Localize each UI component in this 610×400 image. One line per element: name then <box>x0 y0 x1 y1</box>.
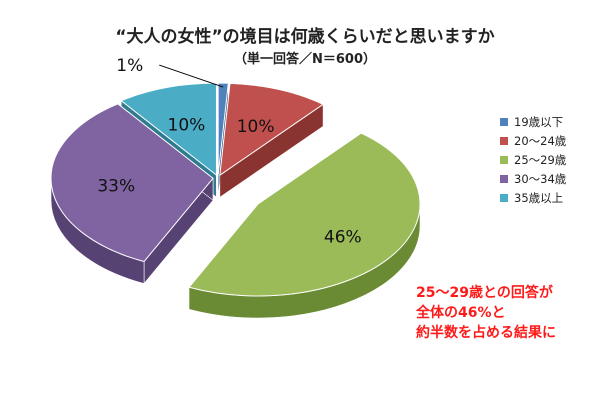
annotation-line: 25～29歳との回答が <box>416 285 553 301</box>
legend-item-25-29: 25～29歳 <box>500 150 566 169</box>
pie-labels: 1% 10% 46% 33% 10% <box>97 56 361 248</box>
legend-swatch <box>500 136 508 145</box>
legend-item-30-34: 30～34歳 <box>500 169 566 188</box>
slice-value-label: 33% <box>97 176 135 196</box>
legend-label: 30～34歳 <box>514 171 567 186</box>
slice-value-label: 10% <box>237 117 275 137</box>
pie-slice-highlight <box>188 132 421 297</box>
legend-item-19-under: 19歳以下 <box>500 112 566 131</box>
legend-item-35-over: 35歳以上 <box>500 188 566 207</box>
legend-label: 25～29歳 <box>514 152 567 167</box>
annotation-line: 全体の46%と <box>416 305 506 321</box>
legend-label: 20～24歳 <box>514 133 567 148</box>
legend-label: 35歳以上 <box>514 190 564 205</box>
chart-title: “大人の女性”の境目は何歳くらいだと思いますか <box>115 27 495 47</box>
chart-annotation: 25～29歳との回答が 全体の46%と 約半数を占める結果に <box>416 283 556 343</box>
legend-item-20-24: 20～24歳 <box>500 131 566 150</box>
pie-slice-segment <box>50 103 214 263</box>
legend-swatch <box>500 193 508 202</box>
label-leader-line <box>159 64 224 88</box>
pie-tops <box>50 82 421 297</box>
slice-value-label: 10% <box>168 116 206 136</box>
chart-legend: 19歳以下 20～24歳 25～29歳 30～34歳 35歳以上 <box>500 112 566 207</box>
slice-value-label: 46% <box>324 228 362 248</box>
chart-subtitle: （単一回答／N＝600） <box>233 52 377 67</box>
legend-label: 19歳以下 <box>514 114 564 129</box>
annotation-line: 約半数を占める結果に <box>416 325 556 341</box>
legend-swatch <box>500 117 508 126</box>
legend-swatch <box>500 174 508 183</box>
pie-slice-segment <box>217 82 229 176</box>
pie-slice-segment <box>219 82 325 177</box>
legend-swatch <box>500 155 508 164</box>
slice-value-label: 1% <box>116 56 143 76</box>
